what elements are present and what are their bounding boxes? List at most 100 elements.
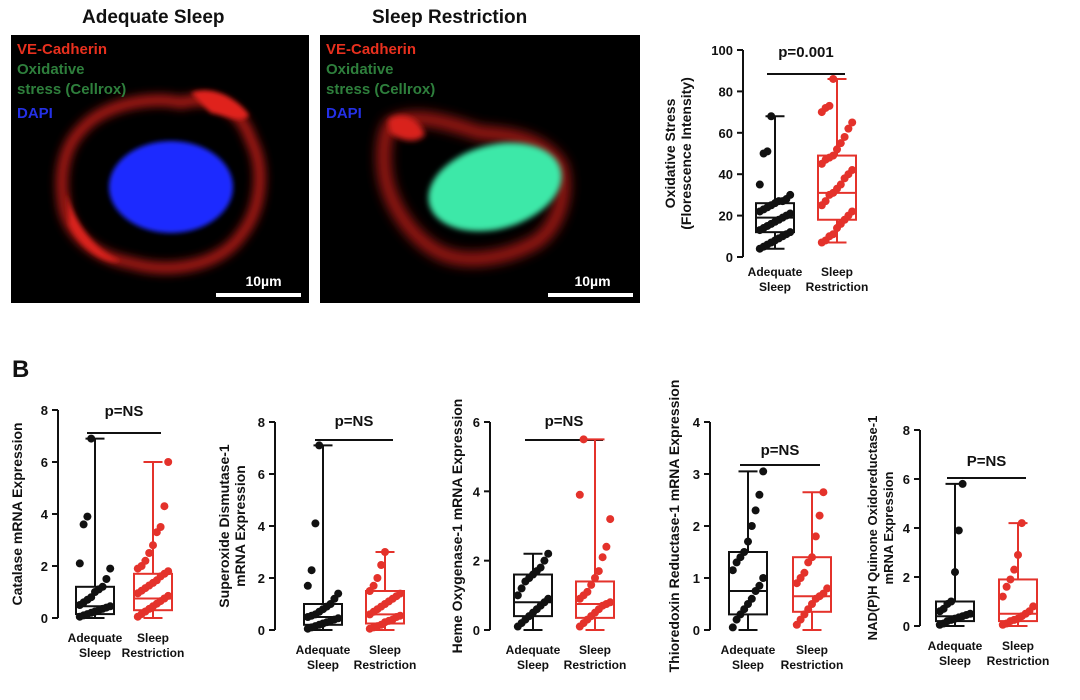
data-point — [786, 209, 795, 218]
data-point — [513, 591, 522, 600]
data-point — [579, 435, 588, 444]
micrograph-sleep-restriction: VE-Cadherin Oxidative stress (Cellrox) D… — [320, 35, 640, 303]
y-tick-label: 4 — [903, 521, 911, 536]
x-category-label: Sleep — [369, 643, 401, 657]
data-point — [829, 74, 838, 83]
data-point — [1006, 575, 1015, 584]
x-category-label: Sleep — [517, 658, 549, 672]
y-tick-label: 0 — [726, 250, 733, 265]
y-axis-title: Catalase mRNA Expression — [9, 422, 25, 605]
ve-cadherin-patch — [388, 115, 425, 141]
data-point — [844, 124, 853, 133]
scale-bar — [548, 293, 633, 297]
y-tick-label: 0 — [258, 623, 265, 638]
y-tick-label: 20 — [719, 209, 733, 224]
y-tick-label: 6 — [41, 455, 48, 470]
y-tick-label: 2 — [903, 570, 910, 585]
data-point — [947, 597, 956, 606]
data-point — [606, 598, 615, 607]
data-point — [164, 567, 173, 576]
y-tick-label: 0 — [903, 619, 910, 634]
data-point — [786, 228, 795, 237]
label-dapi: DAPI — [326, 105, 362, 122]
data-point — [740, 548, 749, 556]
data-point — [825, 101, 834, 110]
data-point — [848, 207, 857, 216]
y-tick-label: 3 — [693, 467, 700, 482]
data-point — [83, 512, 92, 521]
significance-label: p=0.001 — [778, 44, 833, 61]
x-category-label: Sleep — [759, 280, 791, 294]
data-point — [819, 488, 828, 497]
cell-image-restriction — [377, 112, 570, 265]
chart-txnrd1: 0 1 2 3 4 Thioredoxin Reductase-1 mRNA Expres… — [666, 380, 843, 673]
data-point — [164, 458, 173, 466]
x-category-label: Adequate — [506, 643, 561, 657]
y-tick-label: 4 — [693, 415, 701, 430]
data-point — [836, 139, 845, 148]
x-category-label: Restriction — [122, 646, 185, 660]
x-category-label: Sleep — [579, 643, 611, 657]
data-point — [594, 567, 603, 576]
y-tick-label: 4 — [41, 507, 49, 522]
data-point — [544, 549, 553, 558]
data-point — [591, 574, 599, 582]
y-tick-label: 2 — [258, 571, 265, 586]
data-point — [821, 197, 830, 206]
data-point — [767, 112, 776, 121]
y-tick-label: 6 — [903, 472, 910, 487]
data-point — [373, 574, 382, 582]
cellrox-nucleus — [428, 142, 562, 232]
data-point — [141, 556, 150, 565]
y-axis-title: Thioredoxin Reductase-1 mRNA Expression — [666, 380, 682, 673]
data-point — [755, 180, 764, 189]
data-point — [587, 580, 596, 589]
image-title-restriction: Sleep Restriction — [372, 7, 528, 28]
cell-image-adequate — [56, 90, 265, 273]
data-point — [315, 441, 324, 450]
y-axis-title: mRNA Expression — [232, 465, 248, 587]
y-axis-title: Superoxide Dismutase-1 — [216, 444, 232, 608]
y-tick-label: 4 — [258, 519, 266, 534]
data-point — [815, 511, 824, 520]
data-point — [381, 548, 389, 556]
y-tick-label: 0 — [473, 623, 480, 638]
data-point — [307, 566, 316, 575]
y-tick-label: 1 — [693, 571, 700, 586]
data-point — [377, 561, 386, 569]
label-oxidative: Oxidative — [326, 61, 394, 78]
data-point — [160, 502, 169, 511]
data-point — [75, 559, 84, 568]
ve-cadherin-patch — [66, 190, 121, 262]
data-point — [575, 490, 584, 499]
data-point — [829, 151, 838, 160]
significance-label: p=NS — [105, 403, 144, 420]
y-tick-label: 80 — [719, 84, 733, 99]
data-point — [145, 549, 154, 557]
data-point — [1002, 582, 1011, 591]
significance-label: P=NS — [967, 453, 1007, 470]
data-point — [1029, 602, 1038, 611]
label-dapi: DAPI — [17, 105, 53, 122]
data-point — [334, 614, 343, 623]
x-category-label: Sleep — [79, 646, 111, 660]
ve-cadherin-membrane — [377, 112, 570, 265]
y-tick-label: 2 — [693, 519, 700, 534]
data-point — [79, 520, 88, 529]
y-tick-label: 0 — [693, 623, 700, 638]
data-point — [998, 592, 1007, 601]
y-tick-label: 8 — [258, 415, 265, 430]
data-point — [1014, 550, 1022, 559]
data-point — [759, 574, 768, 582]
y-axis-title: Oxidative Stress — [662, 98, 678, 208]
scale-bar-label: 10µm — [574, 273, 611, 289]
data-point — [303, 581, 312, 590]
data-point — [606, 515, 615, 524]
label-cellrox: stress (Cellrox) — [326, 81, 436, 98]
x-category-label: Restriction — [354, 658, 417, 672]
data-point — [544, 594, 553, 603]
x-category-label: Adequate — [296, 643, 351, 657]
chart-ho1: 0 2 4 6 Heme Oxygenase-1 mRNA Expression p=NS… — [449, 399, 626, 672]
data-point — [848, 118, 857, 127]
y-tick-label: 0 — [41, 611, 48, 626]
